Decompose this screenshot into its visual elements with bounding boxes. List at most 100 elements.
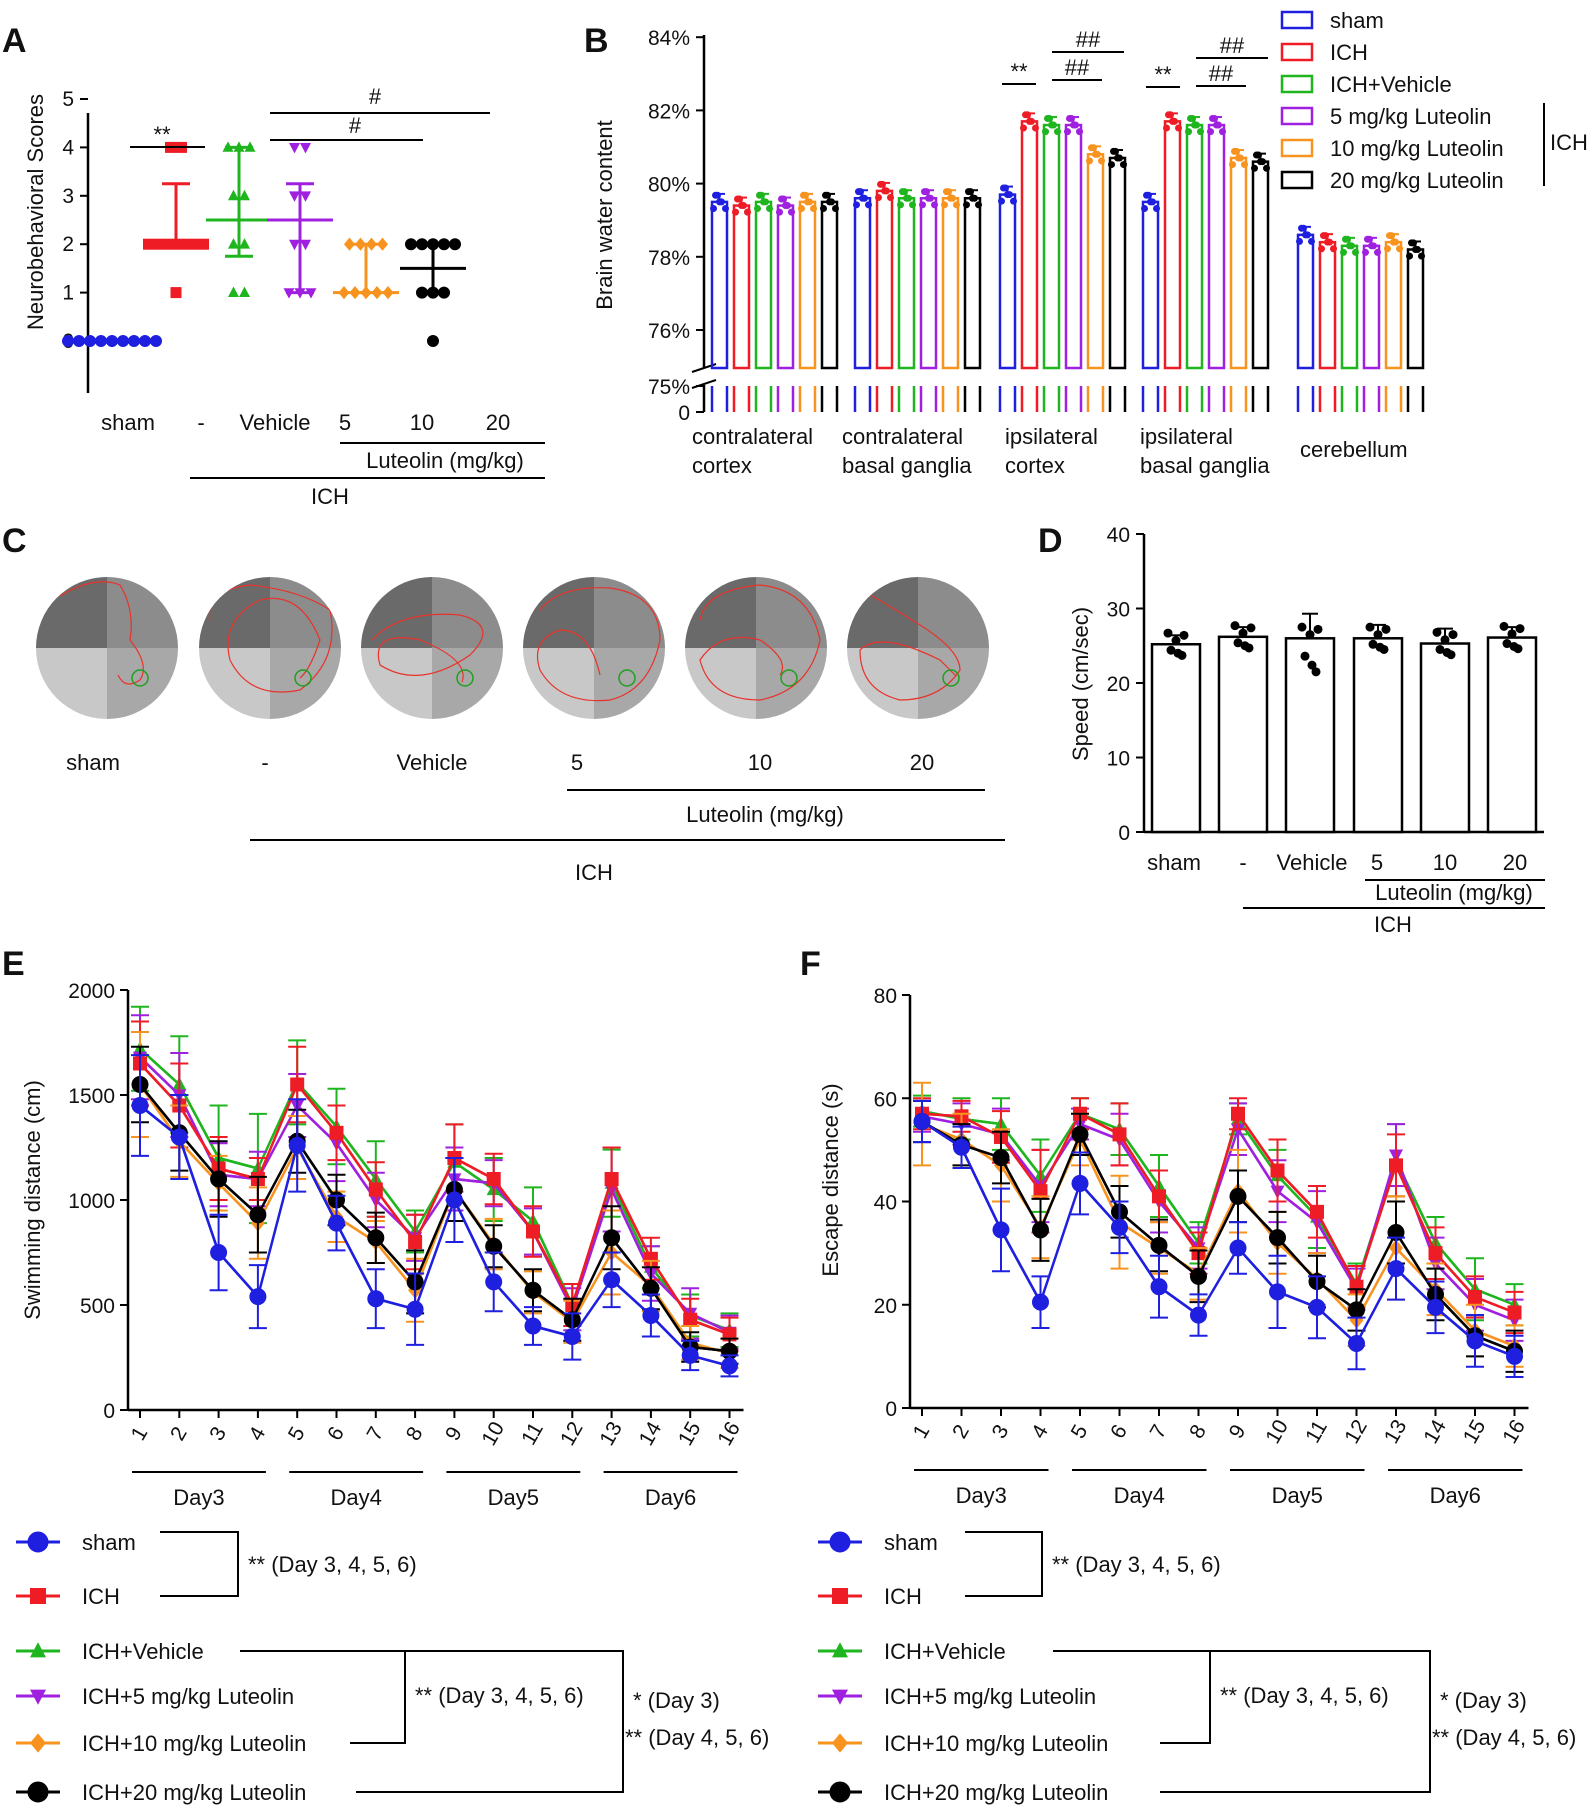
- panel-a-point: [228, 286, 239, 297]
- panel-b-ytick-label: 78%: [648, 247, 690, 270]
- panel-f-xtick-label: 11: [1301, 1417, 1332, 1447]
- panel-b-ylabel: Brain water content: [592, 120, 617, 310]
- panel-f-point: [1071, 1125, 1089, 1143]
- panel-c-labels: sham - Vehicle 5 10 20: [66, 750, 934, 775]
- panel-b-dot: [1088, 144, 1095, 152]
- panel-b-dot: [734, 195, 741, 203]
- panel-b-bar: [1207, 123, 1226, 370]
- panel-b-ytick-label: 0: [678, 402, 690, 425]
- panel-f-point: [1389, 1158, 1403, 1173]
- panel-c: C sham - Vehicle 5 10 20 Luteolin (mg/kg) ICH: [2, 522, 1005, 885]
- panel-b-dot: [820, 204, 827, 212]
- panel-b-bar: [963, 196, 982, 370]
- panel-c-swim-path: [859, 594, 961, 701]
- panel-f-legend-marker: [832, 1642, 848, 1658]
- panel-b-xlabel: ipsilateral basal ganglia: [1140, 424, 1270, 478]
- panel-b-dot: [1396, 245, 1403, 253]
- panel-f-point: [1506, 1347, 1523, 1365]
- panel-d-dot: [1507, 629, 1517, 639]
- panel-e-legend-label: ICH+10 mg/kg Luteolin: [82, 1731, 306, 1756]
- panel-e-point: [368, 1182, 383, 1197]
- panel-e-xtick-label: 5: [284, 1423, 310, 1445]
- panel-b-legend-swatch: [1280, 170, 1314, 190]
- panel-d-bar: [1217, 635, 1269, 834]
- panel-f-point: [1229, 1187, 1247, 1205]
- panel-e-point: [170, 1128, 188, 1146]
- panel-b-dot: [1364, 235, 1371, 243]
- panel-d-dot: [1238, 628, 1248, 638]
- panel-e-point: [210, 1170, 228, 1188]
- panel-f-point: [1111, 1218, 1128, 1236]
- panel-b-dot: [832, 204, 839, 212]
- panel-d-dot: [1311, 667, 1321, 677]
- panel-b-y-ticks: 0 75% 76% 78% 80% 82% 84%: [648, 27, 704, 425]
- panel-e-xtick-label: 6: [323, 1423, 349, 1445]
- panel-b-dot: [1004, 191, 1011, 199]
- panel-c-platform: [294, 669, 312, 687]
- panel-b-dot: [919, 201, 926, 209]
- panel-e-legend: sham ICH ICH+Vehicle ICH+5 mg/kg Luteolin IC…: [16, 1530, 769, 1805]
- panel-b-dot: [903, 194, 910, 202]
- panel-b-dot: [1368, 242, 1375, 250]
- panel-e-label: E: [2, 945, 25, 983]
- panel-b-bar: [941, 196, 960, 370]
- panel-b-dot: [1098, 157, 1105, 165]
- panel-a-ytick-label: 5: [62, 88, 74, 111]
- panel-e-series-line: [138, 1083, 730, 1355]
- panel-f-series-line: [1394, 1231, 1515, 1353]
- panel-e-xtick-label: 16: [713, 1418, 745, 1450]
- panel-a-xlabel: 20: [486, 410, 510, 435]
- panel-b-sig-text: ##: [1076, 27, 1101, 52]
- panel-e-series-line: [139, 1062, 730, 1336]
- panel-a-xlabel: -: [197, 410, 204, 435]
- panel-e-xtick-label: 15: [674, 1418, 706, 1450]
- panel-f-point: [1190, 1306, 1207, 1324]
- panel-c-swim-path: [536, 587, 661, 702]
- panel-d-group-ich: ICH: [1374, 912, 1412, 937]
- panel-f-point: [1427, 1298, 1444, 1316]
- panel-f-point: [1150, 1236, 1168, 1254]
- panel-c-platform: [942, 669, 960, 687]
- panel-e-point: [642, 1307, 660, 1324]
- panel-e-point: [131, 1097, 149, 1114]
- panel-a-sig-2: #: [369, 84, 382, 109]
- panel-d-bar: [1352, 637, 1404, 834]
- panel-b-bar: [710, 200, 729, 370]
- panel-f-bracket-2: [1053, 1650, 1211, 1744]
- panel-b-dot: [1042, 128, 1049, 136]
- panel-e-stat-3: * (Day 3): [633, 1688, 720, 1713]
- panel-e-series-line: [454, 1177, 574, 1310]
- panel-d-xlabel: 5: [1371, 850, 1383, 875]
- panel-b-dot: [921, 188, 928, 196]
- panel-f-point: [1071, 1174, 1089, 1192]
- panel-c-platform: [131, 669, 149, 687]
- panel-e-ytick-label: 2000: [68, 980, 115, 1003]
- panel-e-ytick-label: 1000: [68, 1190, 115, 1213]
- panel-f-ytick-label: 60: [874, 1088, 897, 1111]
- panel-f-xtick-label: 6: [1106, 1421, 1132, 1443]
- panel-c-label: 10: [748, 750, 772, 775]
- panel-c-quadrant: [918, 577, 989, 648]
- panel-e-xtick-label: 7: [362, 1423, 388, 1445]
- panel-f-bracket-1: [965, 1531, 1043, 1597]
- panel-a-point: [239, 189, 250, 201]
- panel-e-legend-label: ICH+5 mg/kg Luteolin: [82, 1684, 294, 1709]
- panel-e-legend-marker: [30, 1689, 46, 1705]
- panel-b-dot: [716, 198, 723, 206]
- panel-e-point: [524, 1281, 542, 1299]
- panel-f-series-line: [921, 1120, 1515, 1358]
- panel-b-dot: [965, 188, 972, 196]
- panel-d-dot: [1515, 624, 1525, 634]
- panel-a-points: [62, 141, 466, 347]
- panel-e-bracket-1: [160, 1531, 239, 1597]
- panel-c-quadrant: [107, 577, 178, 648]
- panel-f-stat-1: ** (Day 3, 4, 5, 6): [1052, 1552, 1221, 1577]
- panel-f-point: [1507, 1305, 1522, 1320]
- panel-f-series-line: [921, 1122, 1042, 1228]
- panel-f-series-line: [921, 1115, 1515, 1322]
- panel-b-dot: [1296, 237, 1303, 245]
- panel-b-dot: [975, 201, 982, 209]
- panel-b-dot: [800, 191, 807, 199]
